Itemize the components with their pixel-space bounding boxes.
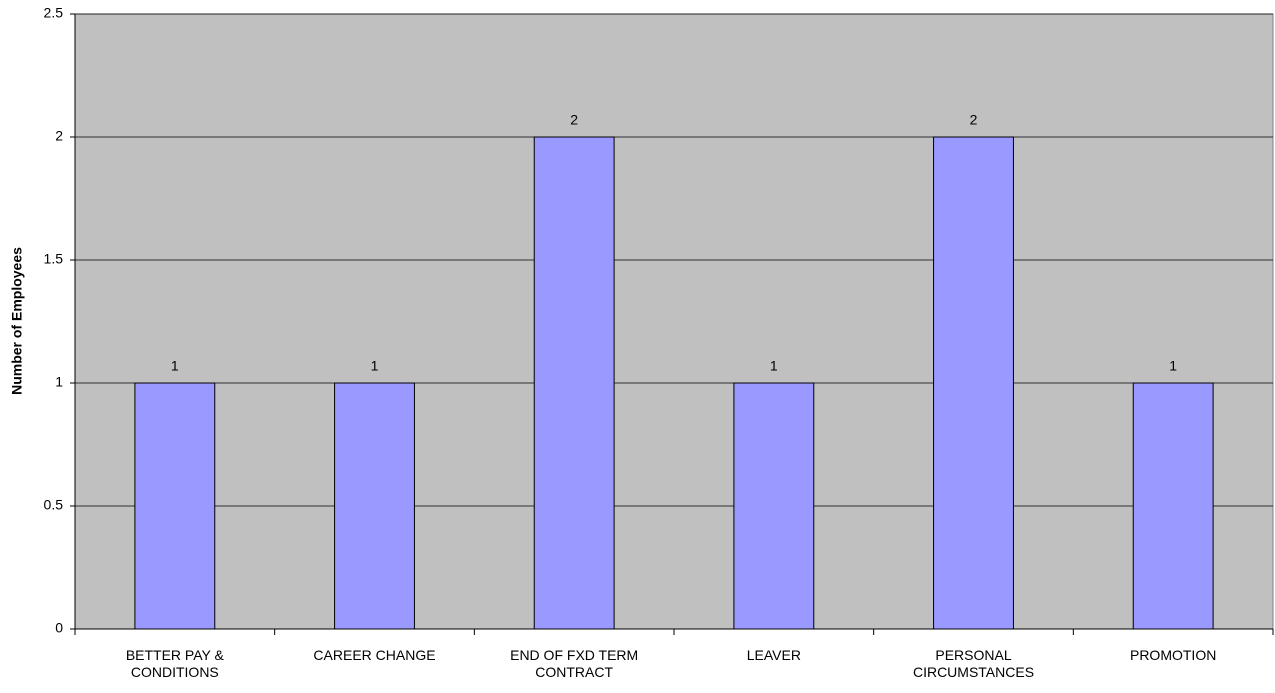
bar: [933, 136, 1014, 630]
x-tick-label: CAREER CHANGE: [313, 647, 436, 663]
bar: [1132, 382, 1214, 630]
y-tick-label: 1: [55, 374, 63, 390]
data-label: 2: [970, 112, 978, 128]
x-tick-label: PERSONAL CIRCUMSTANCES: [912, 647, 1035, 680]
bar: [134, 382, 216, 630]
x-tick-label: PROMOTION: [1129, 647, 1217, 663]
y-tick-label: 0.5: [44, 497, 64, 513]
x-tick-label: END OF FXD TERM CONTRACT: [510, 647, 639, 680]
plot-area: [74, 13, 1274, 630]
x-tick-label: BETTER PAY & CONDITIONS: [125, 647, 224, 680]
x-tick-label: LEAVER: [746, 647, 801, 663]
y-tick-label: 2.5: [44, 5, 64, 21]
data-label: 1: [171, 358, 179, 374]
bar: [533, 136, 615, 630]
y-tick-label: 0: [55, 620, 63, 636]
data-label: 2: [570, 112, 578, 128]
y-tick-label: 2: [55, 128, 63, 144]
data-label: 1: [1169, 358, 1177, 374]
data-label: 1: [770, 358, 778, 374]
y-axis-label: Number of Employees: [9, 247, 25, 395]
data-label: 1: [371, 358, 379, 374]
bar: [733, 382, 815, 630]
y-tick-label: 1.5: [44, 251, 64, 267]
bar: [334, 382, 415, 630]
